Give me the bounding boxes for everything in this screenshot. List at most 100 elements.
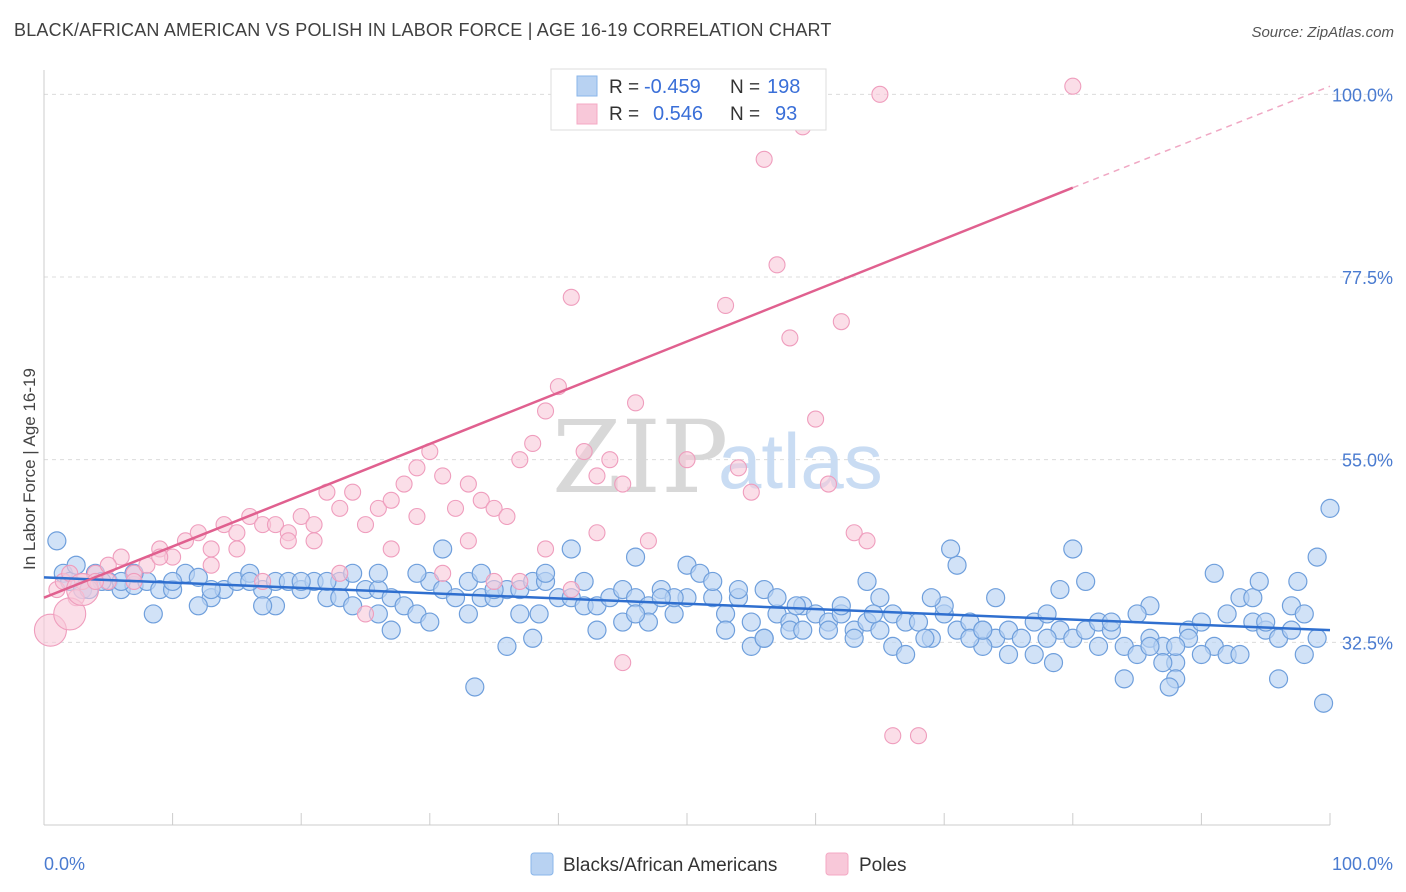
point-poles-47: [614, 475, 632, 493]
point-blacks-53: [715, 604, 736, 624]
point-blacks-135: [253, 596, 273, 616]
point-blacks-184: [1313, 693, 1334, 713]
point-blacks-111: [574, 571, 594, 592]
point-poles-29: [382, 491, 400, 509]
chart-source: Source: ZipAtlas.com: [1251, 24, 1394, 41]
point-blacks-161: [1050, 579, 1070, 600]
y-tick-label-3: 100.0%: [1332, 85, 1393, 105]
point-blacks-186: [754, 628, 774, 648]
legend-n-value-1: 198: [767, 76, 800, 98]
point-poles-85: [562, 581, 580, 599]
point-blacks-163: [1307, 547, 1327, 567]
point-blacks-110: [523, 628, 543, 648]
point-poles-46: [601, 451, 619, 469]
point-blacks-76: [1011, 628, 1031, 648]
point-blacks-68: [908, 612, 929, 632]
point-blacks-114: [728, 579, 749, 600]
point-blacks-103: [143, 604, 163, 624]
point-poles-71: [202, 556, 220, 574]
x-tick-labels: 0.0% 100.0%: [44, 854, 1393, 874]
trend-line-blacks: [43, 576, 1331, 632]
point-poles-81: [459, 532, 477, 550]
legend-n-label-1: N =: [730, 77, 760, 98]
point-poles-87: [614, 654, 632, 672]
point-blacks-151: [998, 644, 1019, 665]
y-axis-label: In Labor Force | Age 16-19: [20, 368, 39, 570]
point-poles-74: [279, 532, 297, 550]
point-blacks-104: [188, 596, 208, 616]
point-blacks-107: [368, 563, 388, 583]
point-poles-91: [1064, 77, 1082, 95]
point-poles-39: [511, 451, 529, 469]
point-blacks-32: [445, 588, 466, 608]
point-blacks-150: [870, 620, 890, 640]
point-poles-67: [871, 85, 889, 103]
legend-n-label-2: N =: [730, 104, 760, 125]
point-poles-48: [627, 394, 645, 412]
point-poles-78: [382, 540, 400, 558]
point-blacks-90: [1191, 612, 1212, 632]
point-blacks-185: [465, 677, 485, 697]
point-blacks-192: [915, 628, 935, 648]
point-blacks-196: [1288, 571, 1308, 592]
point-poles-90: [909, 727, 928, 745]
point-poles-15: [202, 540, 220, 558]
point-blacks-123: [1191, 644, 1212, 665]
point-poles-83: [511, 572, 529, 591]
point-poles-23: [305, 516, 323, 534]
point-blacks-167: [497, 636, 517, 656]
point-poles-28: [369, 499, 387, 517]
trend-lines: [43, 85, 1331, 632]
point-poles-8: [112, 548, 130, 566]
point-poles-57: [742, 483, 760, 501]
point-blacks-78: [1037, 604, 1057, 624]
point-blacks-98: [1294, 604, 1314, 624]
point-poles-27: [356, 516, 375, 534]
point-poles-75: [305, 532, 323, 550]
point-blacks-187: [973, 620, 993, 640]
point-blacks-181: [1076, 571, 1096, 592]
point-poles-84: [536, 540, 555, 558]
point-poles-43: [562, 288, 580, 306]
point-blacks-128: [587, 620, 607, 640]
point-blacks-152: [1127, 604, 1147, 624]
point-poles-34: [446, 499, 465, 517]
point-poles-44: [575, 443, 593, 461]
point-blacks-197: [1166, 636, 1186, 656]
point-poles-77: [356, 605, 375, 623]
point-blacks-191: [786, 596, 806, 616]
legend-bottom-label-blacks: Blacks/African Americans: [563, 855, 777, 876]
point-blacks-143: [1281, 620, 1302, 640]
point-poles-88: [678, 451, 696, 469]
point-blacks-168: [625, 604, 646, 624]
point-blacks-199: [863, 604, 884, 624]
legend-bottom-swatch-pink: [825, 852, 849, 876]
point-poles-30: [395, 475, 413, 493]
point-poles-25: [331, 499, 349, 517]
point-blacks-106: [317, 571, 337, 592]
point-poles-60: [781, 329, 799, 347]
point-blacks-189: [529, 604, 549, 624]
legend-bottom-swatch-blue: [530, 852, 554, 876]
point-blacks-0: [47, 531, 67, 551]
point-blacks-156: [407, 563, 427, 583]
point-poles-62: [807, 410, 825, 428]
point-poles-49: [639, 532, 657, 550]
point-blacks-116: [831, 596, 851, 616]
point-blacks-108: [420, 612, 440, 632]
point-blacks-120: [1037, 628, 1057, 648]
point-blacks-172: [1063, 539, 1083, 559]
point-blacks-155: [291, 571, 311, 592]
point-poles-64: [832, 313, 850, 331]
legend-r-label-2: R =: [609, 104, 639, 125]
y-tick-label-0: 32.5%: [1342, 633, 1393, 653]
point-blacks-176: [433, 539, 453, 559]
point-blacks-127: [458, 604, 478, 624]
point-blacks-121: [1088, 636, 1109, 656]
point-blacks-179: [818, 620, 839, 640]
point-blacks-159: [793, 620, 813, 640]
y-tick-labels: 32.5% 55.0% 77.5% 100.0%: [1332, 85, 1393, 653]
point-blacks-160: [921, 588, 941, 608]
point-blacks-177: [561, 539, 581, 559]
